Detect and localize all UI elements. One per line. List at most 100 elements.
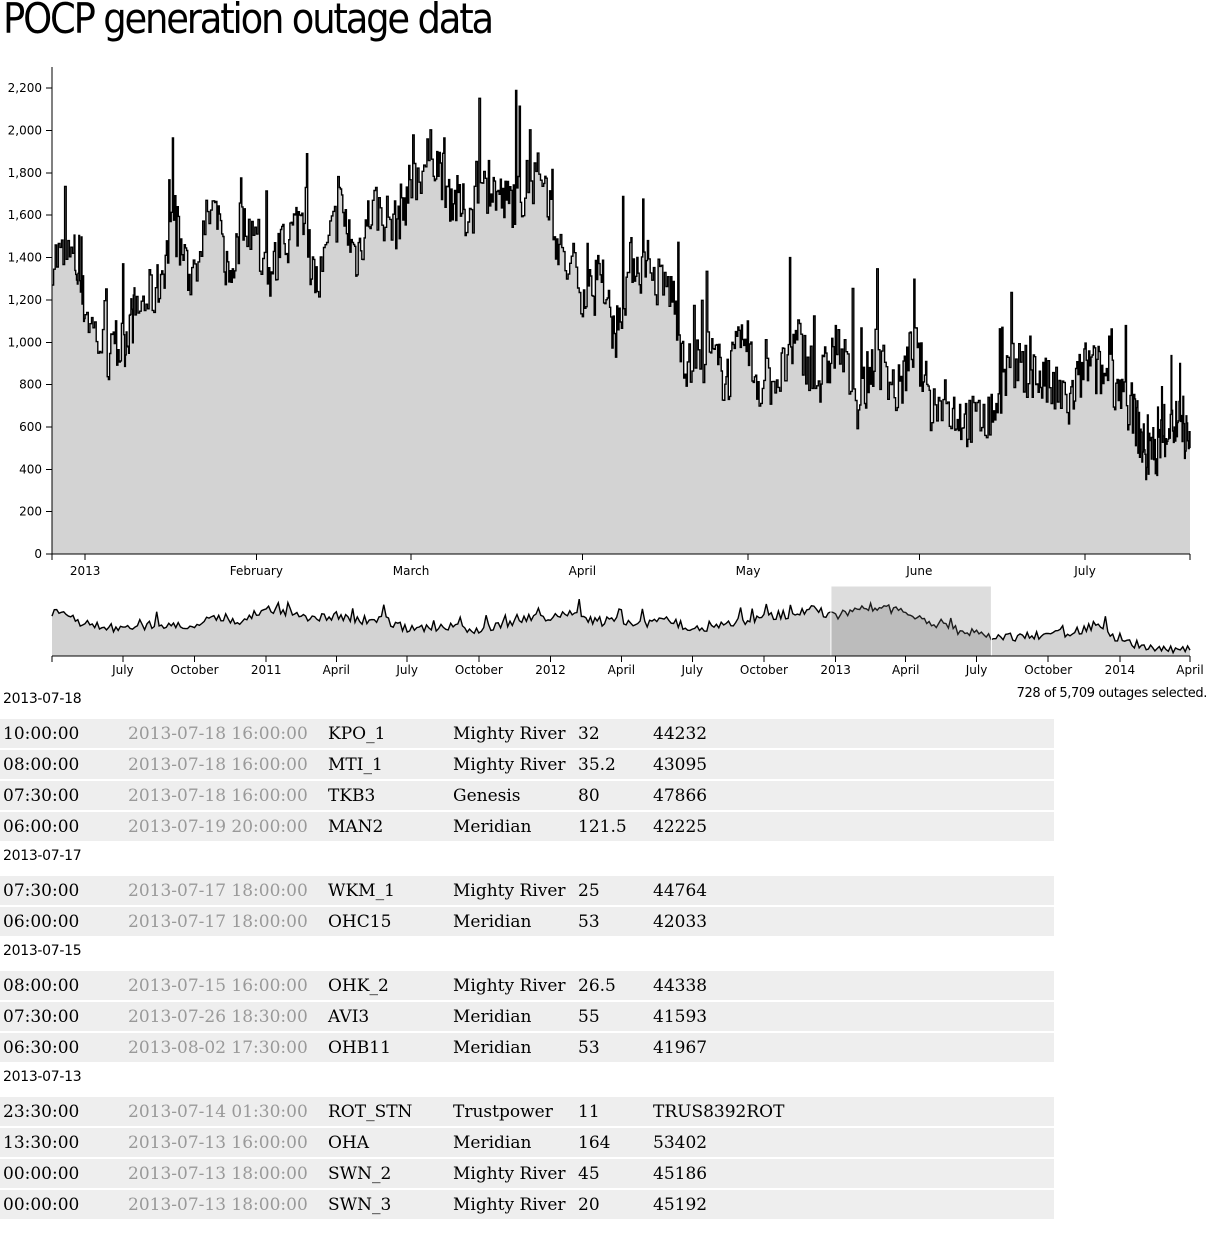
y-tick-label: 1,600: [8, 208, 42, 222]
outage-id: 41593: [653, 1006, 708, 1027]
outage-mw: 55: [578, 1006, 600, 1027]
overview-x-tick-label: October: [171, 663, 219, 677]
day-group: 2013-07-18 10:00:00 2013-07-18 16:00:00 KPO…: [0, 686, 1054, 841]
x-tick-label: July: [1073, 564, 1096, 578]
day-title: 2013-07-13: [3, 1069, 82, 1085]
outage-id: 44338: [653, 975, 708, 996]
x-tick-label: 2013: [70, 564, 101, 578]
day-title: 2013-07-18: [3, 691, 82, 707]
outage-end: 2013-07-17 18:00:00: [128, 880, 308, 901]
day-group: 2013-07-15 08:00:00 2013-07-15 16:00:00 OHK…: [0, 938, 1054, 1062]
outage-row: 00:00:00 2013-07-13 18:00:00 SWN_2 Mighty R…: [0, 1159, 1054, 1188]
overview-area: [52, 599, 1190, 656]
outage-start: 06:30:00: [3, 1037, 80, 1058]
outage-mw: 35.2: [578, 754, 616, 775]
y-tick-label: 0: [34, 547, 42, 561]
outage-mw: 80: [578, 785, 600, 806]
outage-start: 06:00:00: [3, 911, 80, 932]
outage-company: Meridian: [453, 816, 532, 837]
y-tick-label: 1,400: [8, 251, 42, 265]
outage-end: 2013-07-13 18:00:00: [128, 1194, 308, 1215]
outage-id: 42033: [653, 911, 708, 932]
outage-start: 07:30:00: [3, 880, 80, 901]
outage-row: 06:00:00 2013-07-17 18:00:00 OHC15 Meridian…: [0, 907, 1054, 936]
outage-unit: MAN2: [328, 816, 384, 837]
x-tick-label: June: [905, 564, 932, 578]
day-title: 2013-07-15: [3, 943, 82, 959]
outage-company: Mighty River: [453, 975, 566, 996]
outage-list: 2013-07-18 10:00:00 2013-07-18 16:00:00 KPO…: [0, 686, 1054, 1221]
overview-x-tick-label: April: [323, 663, 350, 677]
overview-x-tick-label: October: [1024, 663, 1072, 677]
outage-row: 07:30:00 2013-07-18 16:00:00 TKB3 Genesis 80…: [0, 781, 1054, 810]
y-tick-label: 400: [19, 462, 42, 476]
brush-selection[interactable]: [830, 585, 992, 657]
y-tick-label: 200: [19, 505, 42, 519]
outage-end: 2013-07-13 18:00:00: [128, 1163, 308, 1184]
outage-mw: 45: [578, 1163, 600, 1184]
outage-end: 2013-08-02 17:30:00: [128, 1037, 308, 1058]
overview-x-tick-label: July: [965, 663, 988, 677]
x-tick-label: May: [736, 564, 761, 578]
outage-company: Mighty River: [453, 1163, 566, 1184]
day-group: 2013-07-17 07:30:00 2013-07-17 18:00:00 WKM…: [0, 843, 1054, 936]
outage-end: 2013-07-18 16:00:00: [128, 723, 308, 744]
y-tick-label: 2,000: [8, 124, 42, 138]
overview-x-tick-label: July: [111, 663, 134, 677]
outage-end: 2013-07-17 18:00:00: [128, 911, 308, 932]
outage-start: 08:00:00: [3, 754, 80, 775]
outage-id: TRUS8392ROT: [653, 1101, 785, 1122]
outage-unit: OHC15: [328, 911, 392, 932]
outage-row: 00:00:00 2013-07-13 18:00:00 SWN_3 Mighty R…: [0, 1190, 1054, 1219]
outage-start: 00:00:00: [3, 1163, 80, 1184]
outage-mw: 32: [578, 723, 600, 744]
outage-id: 45192: [653, 1194, 708, 1215]
outage-company: Meridian: [453, 1006, 532, 1027]
outage-id: 44764: [653, 880, 708, 901]
outage-mw: 11: [578, 1101, 600, 1122]
overview-brush-chart[interactable]: July October 2011 April July October 2012 April…: [0, 584, 1216, 684]
outage-row: 06:00:00 2013-07-19 20:00:00 MAN2 Meridian 1…: [0, 812, 1054, 841]
outage-end: 2013-07-19 20:00:00: [128, 816, 308, 837]
outage-end: 2013-07-26 18:30:00: [128, 1006, 308, 1027]
outage-unit: SWN_2: [328, 1163, 392, 1184]
outage-id: 45186: [653, 1163, 708, 1184]
outage-start: 07:30:00: [3, 785, 80, 806]
outage-company: Mighty River: [453, 1194, 566, 1215]
y-tick-label: 800: [19, 378, 42, 392]
outage-mw-chart: 0 200 400 600 800 1,000 1,200 1,400 1,600 1,800 2,…: [8, 67, 1191, 578]
y-tick-label: 1,200: [8, 293, 42, 307]
outage-mw: 53: [578, 1037, 600, 1058]
outage-row: 08:00:00 2013-07-15 16:00:00 OHK_2 Mighty R…: [0, 971, 1054, 1000]
x-tick-label: April: [569, 564, 596, 578]
outage-unit: MTI_1: [328, 754, 383, 775]
outage-end: 2013-07-13 16:00:00: [128, 1132, 308, 1153]
outage-end: 2013-07-14 01:30:00: [128, 1101, 308, 1122]
day-title: 2013-07-17: [3, 848, 82, 864]
outage-unit: KPO_1: [328, 723, 386, 744]
overview-x-tick-label: 2012: [535, 663, 566, 677]
outage-id: 42225: [653, 816, 708, 837]
outage-company: Meridian: [453, 1037, 532, 1058]
outage-mw: 20: [578, 1194, 600, 1215]
overview-x-tick-label: 2011: [251, 663, 282, 677]
overview-x-tick-label: April: [892, 663, 919, 677]
overview-x-tick-label: April: [1176, 663, 1203, 677]
day-group: 2013-07-13 23:30:00 2013-07-14 01:30:00 ROT…: [0, 1064, 1054, 1219]
outage-unit: WKM_1: [328, 880, 395, 901]
outage-mw: 26.5: [578, 975, 616, 996]
overview-x-tick-label: April: [608, 663, 635, 677]
outage-id: 53402: [653, 1132, 708, 1153]
outage-start: 23:30:00: [3, 1101, 80, 1122]
x-axis: 2013 February March April May June July: [51, 553, 1191, 578]
outage-mw: 121.5: [578, 816, 627, 837]
outage-company: Meridian: [453, 911, 532, 932]
outage-company: Mighty River: [453, 723, 566, 744]
page-title: POCP generation outage data: [3, 0, 494, 43]
outage-company: Meridian: [453, 1132, 532, 1153]
outage-id: 43095: [653, 754, 708, 775]
outage-mw: 25: [578, 880, 600, 901]
outage-unit: SWN_3: [328, 1194, 392, 1215]
y-tick-label: 1,800: [8, 166, 42, 180]
outage-unit: TKB3: [328, 785, 376, 806]
